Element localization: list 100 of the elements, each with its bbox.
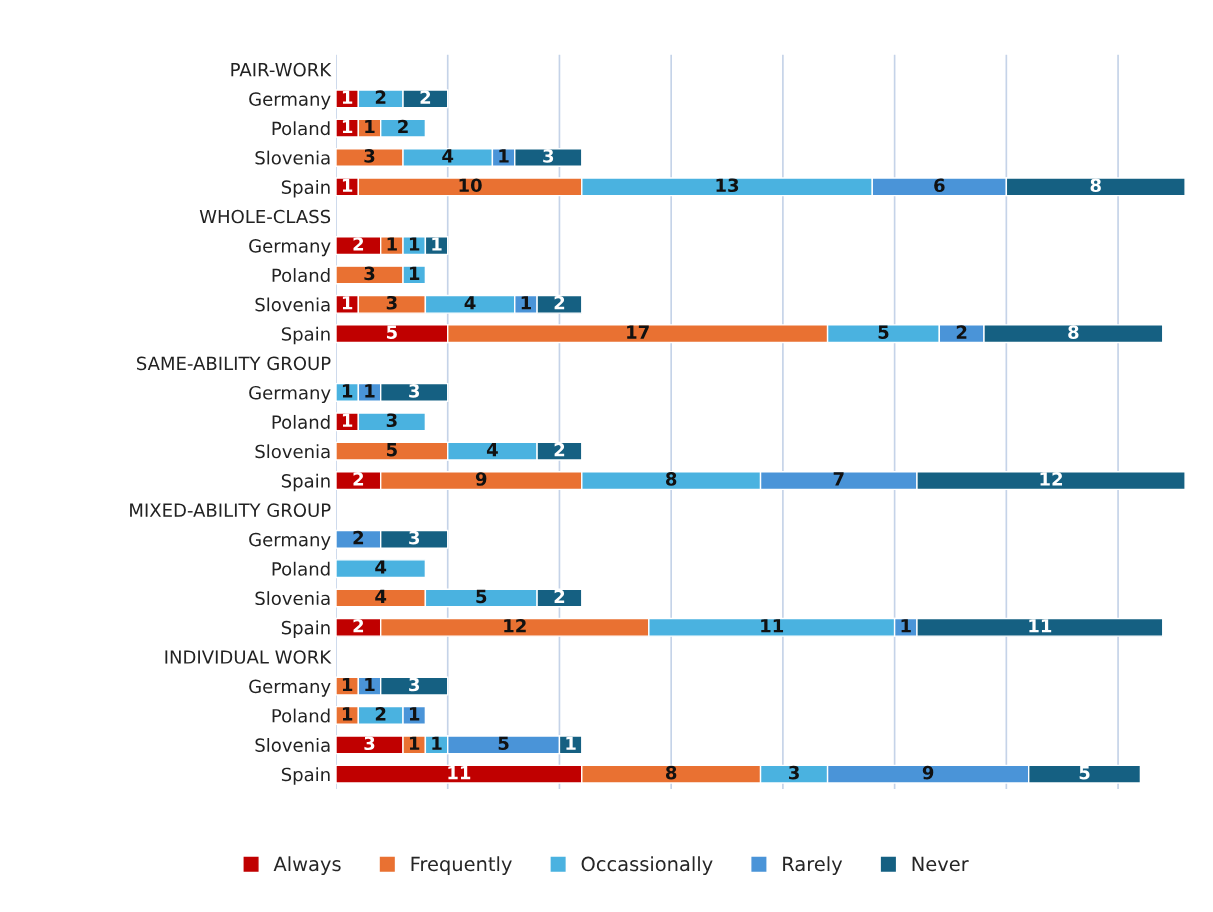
data-label: 3 [364, 736, 375, 751]
data-label: 3 [543, 149, 554, 163]
legend-label: Always [273, 856, 341, 876]
data-label: 1 [342, 707, 353, 721]
y-tick-label: Poland [272, 561, 330, 576]
data-label: 1 [432, 237, 442, 251]
data-label: 3 [386, 413, 397, 428]
y-tick-label: Slovenia [255, 737, 330, 752]
data-label: 3 [386, 295, 397, 310]
y-tick-label: Spain [281, 180, 330, 198]
data-label: 8 [1090, 178, 1101, 193]
data-label: 3 [364, 266, 375, 281]
data-label: 12 [1040, 472, 1063, 486]
data-label: 4 [375, 560, 387, 574]
data-label: 1 [342, 119, 353, 134]
y-tick-label: Slovenia [255, 297, 330, 312]
y-tick-label: INDIVIDUAL WORK [165, 650, 332, 664]
data-label: 12 [504, 618, 526, 633]
y-tick-label: MIXED-ABILITY GROUP [130, 503, 331, 518]
data-label: 1 [409, 707, 420, 721]
legend-label: Occassionally [581, 856, 713, 876]
data-label: 1 [432, 736, 442, 750]
data-label: 1 [342, 413, 353, 427]
data-label: 1 [365, 677, 375, 692]
bar [336, 559, 427, 579]
y-tick-label: Poland [272, 268, 330, 283]
data-label: 2 [420, 90, 431, 104]
data-label: 1 [387, 237, 397, 251]
data-label: 8 [1068, 325, 1079, 339]
data-label: 1 [521, 296, 531, 310]
data-label: 17 [627, 325, 649, 339]
data-label: 3 [409, 677, 420, 692]
data-label: 2 [375, 707, 386, 721]
data-label: 3 [409, 384, 420, 398]
legend-label: Rarely [783, 856, 843, 876]
y-tick-label: Poland [272, 708, 330, 723]
data-label: 2 [956, 325, 967, 339]
y-tick-label: Slovenia [255, 150, 330, 165]
y-tick-label: Spain [281, 326, 330, 345]
y-tick-label: WHOLE-CLASS [199, 209, 331, 224]
data-label: 11 [1029, 619, 1052, 633]
data-label: 1 [499, 149, 509, 163]
data-label: 1 [342, 178, 353, 192]
legend-label: Never [912, 856, 969, 872]
data-label: 1 [409, 237, 420, 251]
data-label: 3 [409, 530, 420, 545]
data-label: 1 [342, 677, 353, 692]
data-label: 7 [833, 472, 844, 486]
data-label: 5 [386, 442, 397, 457]
y-tick-label: Germany [249, 679, 331, 697]
data-label: 6 [934, 178, 945, 193]
data-label: 2 [398, 119, 408, 134]
data-label: 10 [459, 178, 482, 193]
data-label: 4 [486, 442, 498, 457]
data-label: 8 [665, 472, 677, 486]
data-label: 5 [878, 325, 889, 339]
data-label: 11 [448, 766, 471, 780]
data-label: 2 [554, 295, 565, 310]
data-label: 1 [342, 296, 353, 310]
y-tick-label: Slovenia [255, 591, 330, 606]
data-label: 1 [342, 90, 353, 104]
y-tick-label: Germany [249, 532, 331, 550]
y-tick-label: Spain [281, 620, 330, 638]
data-label: 5 [386, 325, 397, 339]
data-label: 1 [901, 619, 911, 633]
data-label: 2 [554, 589, 565, 603]
data-label: 4 [375, 589, 387, 603]
data-label: 2 [375, 90, 386, 104]
y-tick-label: Germany [249, 385, 331, 404]
data-label: 11 [761, 619, 784, 633]
data-label: 2 [554, 442, 565, 457]
y-tick-label: Poland [272, 414, 330, 429]
data-label: 2 [353, 472, 364, 486]
data-label: 9 [475, 472, 487, 486]
data-label: 5 [498, 736, 509, 751]
y-tick-label: PAIR-WORK [231, 62, 332, 77]
data-label: 1 [365, 119, 375, 134]
data-label: 3 [788, 765, 799, 780]
data-label: 8 [665, 765, 677, 780]
y-tick-label: Spain [281, 473, 330, 492]
data-label: 2 [353, 530, 364, 545]
data-label: 3 [364, 149, 375, 163]
data-label: 4 [442, 149, 454, 163]
y-tick-label: Germany [249, 92, 331, 110]
y-tick-label: Slovenia [255, 444, 330, 459]
data-label: 4 [464, 296, 476, 310]
y-tick-label: Germany [249, 239, 331, 257]
y-tick-label: Poland [272, 121, 330, 136]
y-tick-label: Spain [281, 767, 330, 785]
data-label: 1 [342, 384, 353, 398]
y-tick-label: SAME-ABILITY GROUP [136, 356, 331, 371]
data-label: 1 [365, 384, 375, 398]
data-label: 1 [409, 266, 420, 280]
data-label: 5 [476, 589, 487, 604]
data-label: 13 [716, 178, 739, 193]
data-label: 9 [922, 765, 934, 780]
legend-label: Frequently [411, 856, 512, 876]
data-label: 2 [353, 618, 364, 633]
data-label: 1 [409, 736, 420, 750]
data-label: 5 [1079, 766, 1090, 780]
